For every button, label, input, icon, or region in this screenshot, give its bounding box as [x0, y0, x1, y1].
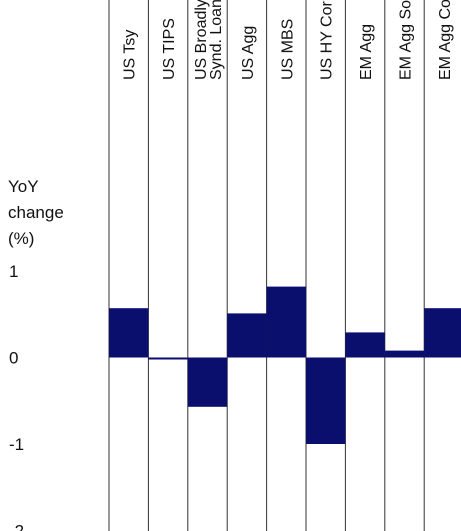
category-label: EM Agg Corp: [437, 0, 454, 80]
category-label: US Agg: [240, 26, 257, 80]
category-label: US MBS: [279, 19, 296, 80]
category-label: US Tsy: [122, 30, 139, 80]
y-axis-label: YoY change (%): [8, 177, 64, 248]
y-tick-label: 1: [9, 262, 18, 281]
bar: [227, 313, 267, 358]
bar: [306, 357, 346, 444]
y-tick-labels: 1 0 -1 -2: [9, 262, 24, 531]
category-separators: [108, 0, 425, 531]
y-axis-label-line: (%): [8, 229, 34, 248]
category-label: US TIPS: [161, 18, 178, 80]
bar: [345, 332, 385, 358]
y-axis-label-line: change: [8, 203, 64, 222]
y-tick-label: -2: [9, 522, 24, 531]
bar: [266, 286, 306, 358]
category-label: EM Agg Sov: [398, 0, 415, 80]
category-label: US Broadly: [193, 0, 210, 80]
category-label: US HY Corps: [319, 0, 336, 80]
y-axis-label-line: YoY: [8, 177, 39, 196]
y-tick-label: 0: [9, 349, 18, 368]
bar: [424, 308, 461, 358]
bar: [384, 350, 425, 358]
bars: [109, 286, 461, 444]
bar: [109, 308, 149, 358]
category-label: EM Agg: [358, 24, 375, 80]
bar: [187, 357, 228, 407]
y-tick-label: -1: [9, 435, 24, 454]
bar: [148, 357, 188, 360]
category-label: Synd. Loans: [208, 0, 225, 80]
